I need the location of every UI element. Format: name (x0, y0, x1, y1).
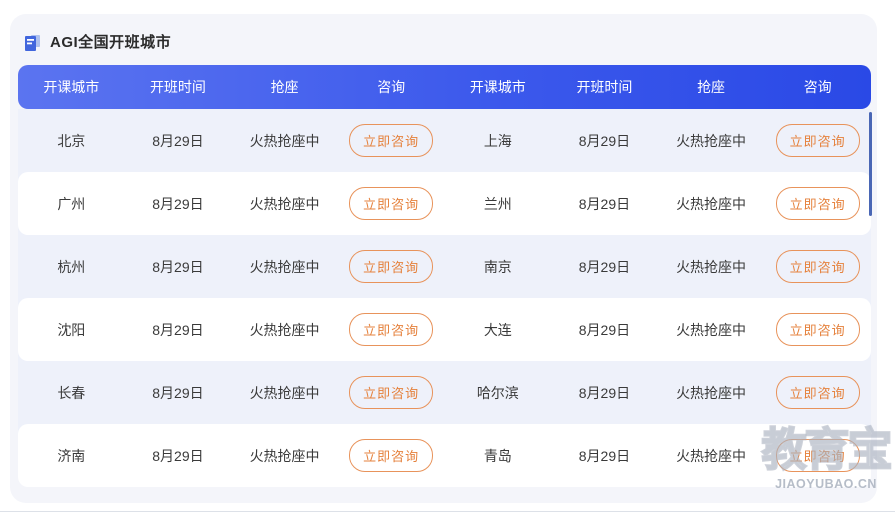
city-cell: 哈尔滨 (476, 384, 519, 401)
consult-button[interactable]: 立即咨询 (349, 313, 434, 346)
table-header-row: 开课城市 开班时间 抢座 咨询 开课城市 开班时间 抢座 咨询 (18, 65, 871, 109)
consult-cell: 立即咨询 (338, 250, 445, 283)
vertical-scrollbar-thumb[interactable] (869, 112, 872, 216)
date-cell: 8月29日 (152, 321, 204, 338)
table-body: 北京 8月29日 火热抢座中 立即咨询 上海 8月29日 火热抢座中 立即咨询 … (18, 109, 871, 487)
date-cell: 8月29日 (152, 258, 204, 275)
table-row: 北京 8月29日 火热抢座中 立即咨询 上海 8月29日 火热抢座中 立即咨询 (18, 109, 871, 172)
city-cell: 广州 (57, 195, 86, 212)
city-cell: 杭州 (57, 258, 86, 275)
consult-cell: 立即咨询 (338, 124, 445, 157)
city-cell: 沈阳 (57, 321, 86, 338)
date-cell: 8月29日 (578, 321, 631, 338)
seat-status-cell: 火热抢座中 (676, 258, 747, 275)
city-cell: 南京 (483, 258, 512, 275)
seat-status-cell: 火热抢座中 (676, 321, 747, 338)
city-cell: 长春 (57, 384, 86, 401)
city-cell: 大连 (483, 321, 512, 338)
header-consult-right: 咨询 (803, 79, 832, 95)
consult-cell: 立即咨询 (764, 439, 871, 472)
header-city-right: 开课城市 (469, 79, 526, 95)
seat-status-cell: 火热抢座中 (249, 447, 320, 464)
seat-status-cell: 火热抢座中 (249, 258, 320, 275)
seat-status-cell: 火热抢座中 (249, 321, 320, 338)
header-city-left: 开课城市 (43, 79, 100, 95)
consult-cell: 立即咨询 (338, 439, 445, 472)
date-cell: 8月29日 (578, 384, 631, 401)
open-cities-card: AGI全国开班城市 开课城市 开班时间 抢座 咨询 开课城市 开班时间 抢座 咨… (10, 14, 877, 503)
consult-button[interactable]: 立即咨询 (775, 124, 860, 157)
seat-status-cell: 火热抢座中 (249, 195, 320, 212)
header-date-right: 开班时间 (576, 79, 633, 95)
date-cell: 8月29日 (152, 195, 204, 212)
date-cell: 8月29日 (578, 447, 631, 464)
city-cell: 兰州 (483, 195, 512, 212)
table-row: 长春 8月29日 火热抢座中 立即咨询 哈尔滨 8月29日 火热抢座中 立即咨询 (18, 361, 871, 424)
seat-status-cell: 火热抢座中 (249, 132, 320, 149)
consult-button[interactable]: 立即咨询 (775, 187, 860, 220)
seat-status-cell: 火热抢座中 (676, 195, 747, 212)
card-title-row: AGI全国开班城市 (10, 14, 877, 52)
date-cell: 8月29日 (578, 195, 631, 212)
consult-button[interactable]: 立即咨询 (775, 439, 860, 472)
consult-cell: 立即咨询 (338, 313, 445, 346)
consult-cell: 立即咨询 (764, 124, 871, 157)
page-title: AGI全国开班城市 (50, 34, 172, 51)
consult-cell: 立即咨询 (338, 187, 445, 220)
building-list-icon (22, 32, 42, 52)
consult-button[interactable]: 立即咨询 (349, 124, 434, 157)
city-cell: 北京 (57, 132, 86, 149)
date-cell: 8月29日 (152, 132, 204, 149)
consult-cell: 立即咨询 (338, 376, 445, 409)
city-cell: 青岛 (483, 447, 512, 464)
table-row: 沈阳 8月29日 火热抢座中 立即咨询 大连 8月29日 火热抢座中 立即咨询 (18, 298, 871, 361)
header-date-left: 开班时间 (149, 79, 206, 95)
header-consult-left: 咨询 (377, 79, 406, 95)
consult-cell: 立即咨询 (764, 376, 871, 409)
table-row: 济南 8月29日 火热抢座中 立即咨询 青岛 8月29日 火热抢座中 立即咨询 (18, 424, 871, 487)
header-seat-right: 抢座 (697, 79, 726, 95)
city-cell: 上海 (483, 132, 512, 149)
consult-cell: 立即咨询 (764, 187, 871, 220)
table-row: 广州 8月29日 火热抢座中 立即咨询 兰州 8月29日 火热抢座中 立即咨询 (18, 172, 871, 235)
date-cell: 8月29日 (578, 258, 631, 275)
consult-button[interactable]: 立即咨询 (775, 376, 860, 409)
date-cell: 8月29日 (152, 384, 204, 401)
seat-status-cell: 火热抢座中 (676, 132, 747, 149)
consult-button[interactable]: 立即咨询 (349, 187, 434, 220)
consult-cell: 立即咨询 (764, 313, 871, 346)
consult-button[interactable]: 立即咨询 (775, 313, 860, 346)
consult-cell: 立即咨询 (764, 250, 871, 283)
seat-status-cell: 火热抢座中 (676, 384, 747, 401)
consult-button[interactable]: 立即咨询 (349, 376, 434, 409)
consult-button[interactable]: 立即咨询 (775, 250, 860, 283)
table-row: 杭州 8月29日 火热抢座中 立即咨询 南京 8月29日 火热抢座中 立即咨询 (18, 235, 871, 298)
city-cell: 济南 (57, 447, 86, 464)
header-seat-left: 抢座 (270, 79, 299, 95)
consult-button[interactable]: 立即咨询 (349, 439, 434, 472)
consult-button[interactable]: 立即咨询 (349, 250, 434, 283)
open-cities-table: 开课城市 开班时间 抢座 咨询 开课城市 开班时间 抢座 咨询 北京 8月29日… (18, 65, 871, 487)
date-cell: 8月29日 (578, 132, 631, 149)
date-cell: 8月29日 (152, 447, 204, 464)
seat-status-cell: 火热抢座中 (249, 384, 320, 401)
seat-status-cell: 火热抢座中 (676, 447, 747, 464)
